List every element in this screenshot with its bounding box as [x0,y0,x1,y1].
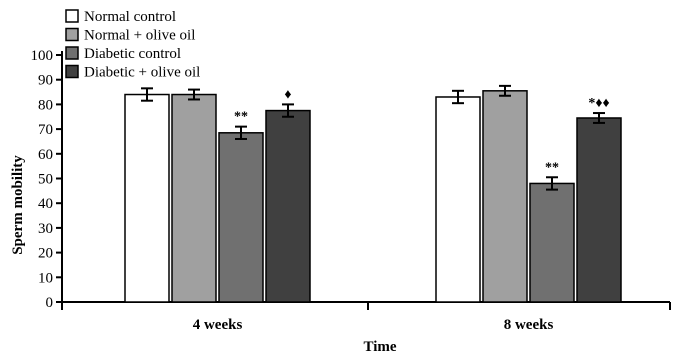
significance-marker: *♦♦ [588,96,609,111]
y-tick-label: 100 [31,48,54,64]
bar [482,90,528,303]
legend-swatch [65,46,79,60]
x-axis-title: Time [363,339,396,355]
y-tick-label: 30 [38,221,53,237]
y-tick-label: 20 [38,246,53,262]
bar [265,109,311,303]
x-axis: 4 weeks 8 weeks [61,301,671,333]
y-tick-label: 0 [46,295,54,311]
legend-swatch [65,64,79,79]
x-category-label: 4 weeks [193,317,243,333]
significance-marker: ♦ [284,87,291,102]
bar [171,93,217,303]
bar [218,132,264,303]
legend: Normal control Normal + olive oil Diabetic… [65,9,200,81]
bar [576,117,622,303]
y-tick-label: 60 [38,147,53,163]
y-tick-label: 70 [38,122,53,138]
y-tick-label: 10 [38,270,53,286]
y-tick-label: 50 [38,172,53,188]
legend-swatch [65,27,79,42]
legend-swatch [65,9,79,23]
legend-label: Diabetic + olive oil [84,65,200,81]
legend-label: Diabetic control [84,46,181,62]
y-axis-title: Sperm mobility [10,155,26,255]
y-tick-label: 80 [38,97,53,113]
significance-marker: ** [545,160,559,175]
y-tick-label: 40 [38,196,53,212]
bars: ** ♦ ** *♦♦ [124,84,622,303]
bar [124,93,170,303]
bar [435,96,481,303]
x-category-label: 8 weeks [504,317,554,333]
y-tick-label: 90 [38,73,53,89]
bar [529,182,575,303]
significance-marker: ** [234,110,248,125]
legend-label: Normal control [84,9,176,25]
y-axis: 0 10 20 30 40 50 60 70 80 90 100 [31,48,63,311]
legend-label: Normal + olive oil [84,28,195,44]
